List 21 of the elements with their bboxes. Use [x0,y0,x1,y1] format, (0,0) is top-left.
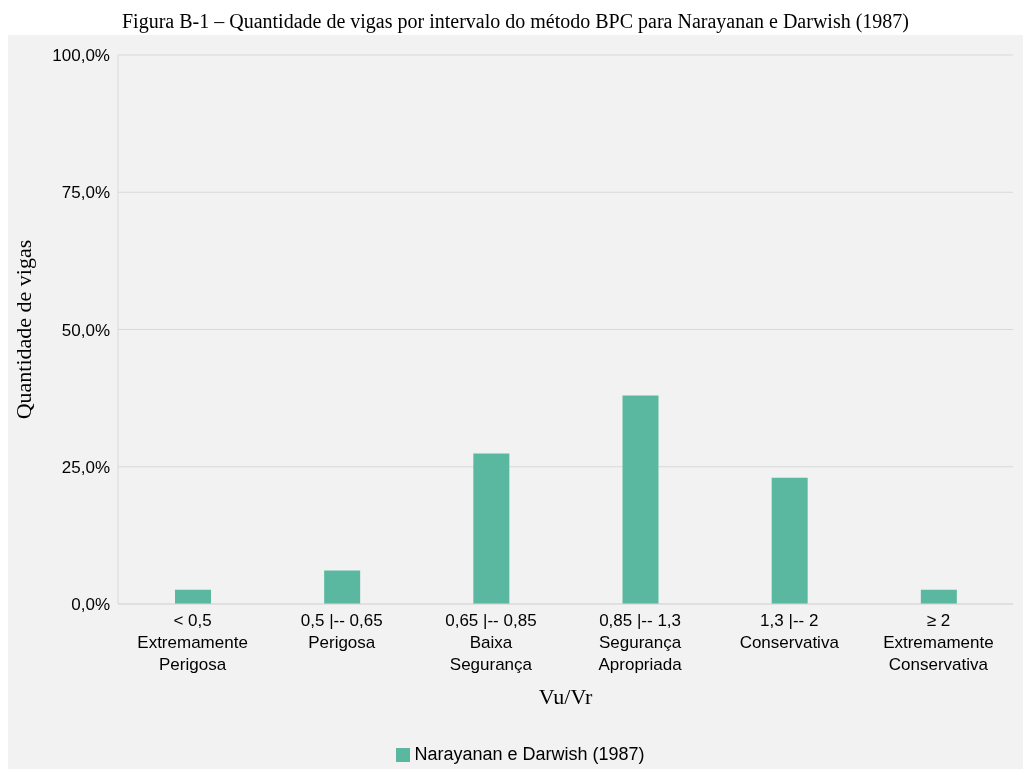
bar [771,477,808,604]
bar [622,395,659,604]
y-tick-label: 25,0% [61,457,110,477]
bar [175,589,211,604]
x-tick-label: 0,65 |-- 0,85 Baixa Segurança [445,611,537,674]
x-tick-label: 0,5 |-- 0,65 Perigosa [300,611,383,652]
x-tick-label: 1,3 |-- 2 Conservativa [739,611,840,652]
x-axis-title: Vu/Vr [538,684,593,709]
chart-title: Figura B-1 – Quantidade de vigas por intervalo do método BPC para Narayanan e Darwish (1987) [8,8,1023,35]
bar [473,453,510,604]
x-tick-label: < 0,5 Extremamente Perigosa [137,611,248,674]
bar [324,570,361,604]
y-tick-label: 100,0% [52,46,110,66]
legend-label: Narayanan e Darwish (1987) [414,744,645,764]
y-tick-label: 50,0% [61,320,110,340]
x-tick-label: 0,85 |-- 1,3 Segurança Apropriada [598,611,683,674]
x-tick-label: ≥ 2 Extremamente Conservativa [883,611,994,674]
y-tick-label: 0,0% [71,595,110,615]
y-axis-title: Quantidade de vigas [10,239,36,420]
bar [920,589,957,604]
y-tick-label: 75,0% [61,183,110,203]
